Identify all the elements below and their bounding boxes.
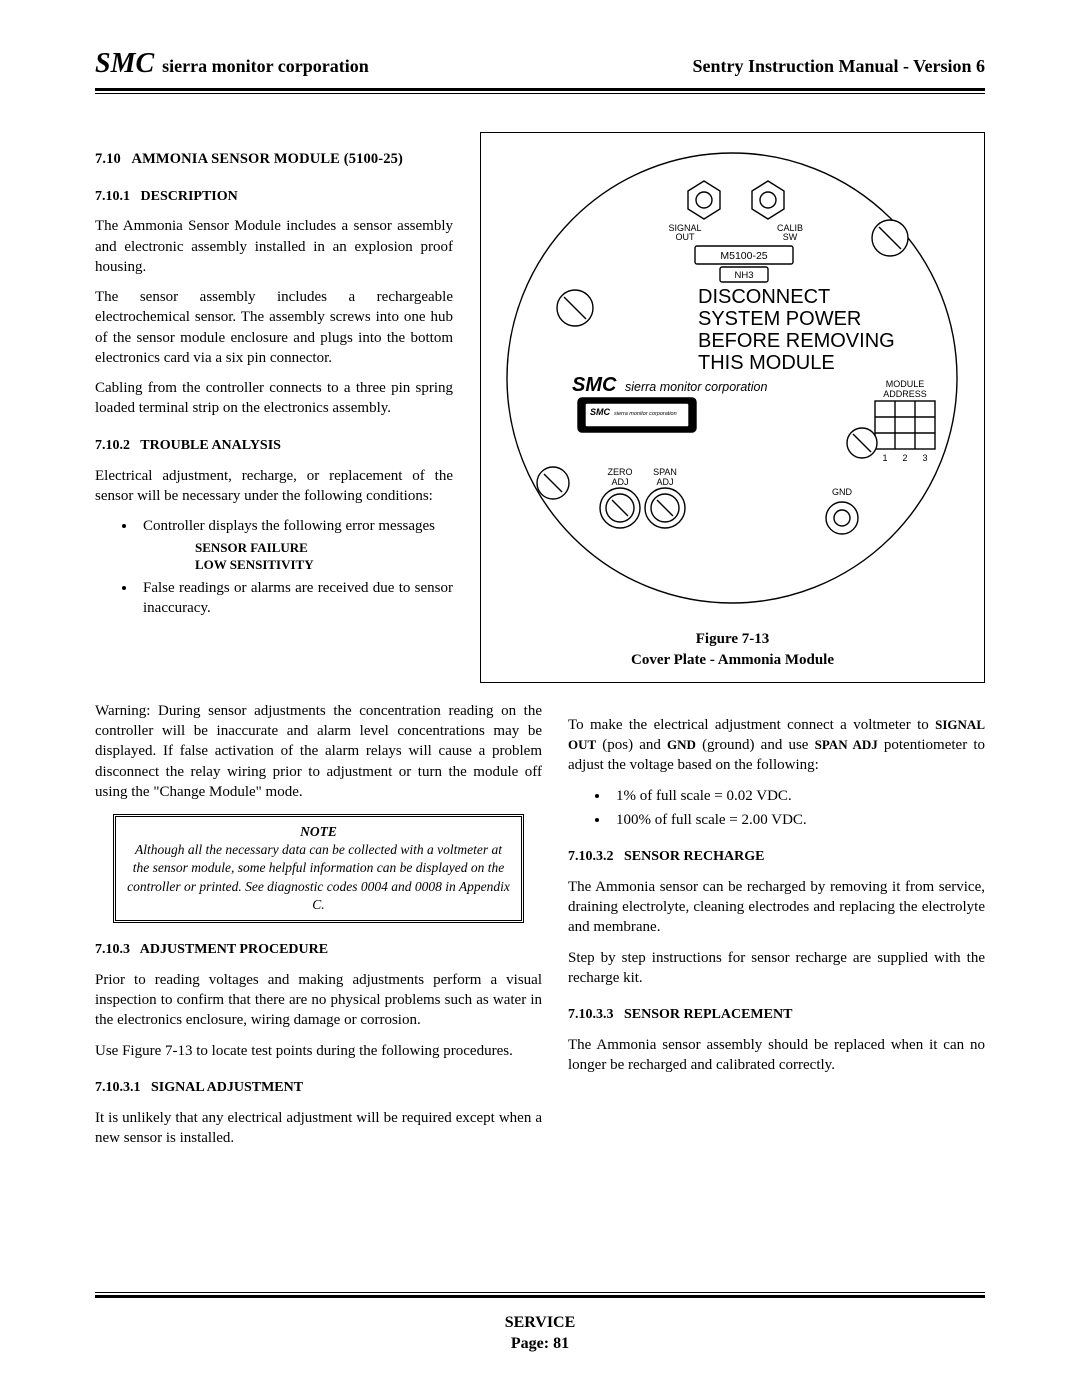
sub-title: ADJUSTMENT PROCEDURE xyxy=(140,942,328,957)
sub-num: 7.10.3.1 xyxy=(95,1080,141,1095)
section-number: 7.10 xyxy=(95,151,121,167)
page-content: 7.10 AMMONIA SENSOR MODULE (5100-25) 7.1… xyxy=(95,132,985,1158)
recharge-para-1: The Ammonia sensor can be recharged by r… xyxy=(568,877,985,938)
label-zero-adj: ZERO xyxy=(607,467,632,477)
sub-num: 7.10.2 xyxy=(95,438,130,453)
label-gnd: GND xyxy=(832,487,853,497)
svg-text:1: 1 xyxy=(882,453,887,463)
recharge-para-2: Step by step instructions for sensor rec… xyxy=(568,948,985,989)
adj-intro-1: Prior to reading voltages and making adj… xyxy=(95,970,542,1031)
svg-text:3: 3 xyxy=(922,453,927,463)
description-para-2: The sensor assembly includes a rechargea… xyxy=(95,287,453,368)
error-msg-1: SENSOR FAILURE xyxy=(195,540,453,557)
figure-caption-line-2: Cover Plate - Ammonia Module xyxy=(489,650,976,670)
svg-text:SMC: SMC xyxy=(590,407,611,417)
label-gnd-text: GND xyxy=(667,737,696,752)
label-module-address: MODULE xyxy=(886,379,925,389)
figure-box: SIGNAL OUT CALIB SW M5100-25 NH3 DISCONN… xyxy=(480,132,985,683)
svg-text:sierra monitor corporation: sierra monitor corporation xyxy=(614,411,677,417)
sub-title: SIGNAL ADJUSTMENT xyxy=(151,1080,303,1095)
description-para-1: The Ammonia Sensor Module includes a sen… xyxy=(95,216,453,277)
subsection-trouble-heading: 7.10.2 TROUBLE ANALYSIS xyxy=(95,437,453,456)
label-gas: NH3 xyxy=(734,270,753,281)
header-left: SMC sierra monitor corporation xyxy=(95,48,369,80)
list-item: 100% of full scale = 2.00 VDC. xyxy=(610,810,985,830)
sub-title: TROUBLE ANALYSIS xyxy=(140,438,281,453)
smc-logo: SMC xyxy=(95,48,154,80)
footer-page: Page: 81 xyxy=(95,1333,985,1355)
sub-title: SENSOR RECHARGE xyxy=(624,849,764,864)
label-span-adj-text: SPAN ADJ xyxy=(815,737,878,752)
error-msg-2: LOW SENSITIVITY xyxy=(195,557,453,574)
sub-title: SENSOR REPLACEMENT xyxy=(624,1007,792,1022)
svg-text:SW: SW xyxy=(783,232,798,242)
section-heading: 7.10 AMMONIA SENSOR MODULE (5100-25) xyxy=(95,150,453,170)
left-column-wide: Warning: During sensor adjustments the c… xyxy=(95,691,542,1159)
warning-line-1: DISCONNECT xyxy=(698,286,830,308)
adj-intro-2: Use Figure 7-13 to locate test points du… xyxy=(95,1041,542,1061)
subsection-recharge-heading: 7.10.3.2 SENSOR RECHARGE xyxy=(568,848,985,867)
address-grid xyxy=(875,401,935,449)
label-model: M5100-25 xyxy=(720,250,767,262)
subsection-adjustment-heading: 7.10.3 ADJUSTMENT PROCEDURE xyxy=(95,941,542,960)
figure-column: SIGNAL OUT CALIB SW M5100-25 NH3 DISCONN… xyxy=(480,132,985,683)
cover-plate-diagram: SIGNAL OUT CALIB SW M5100-25 NH3 DISCONN… xyxy=(490,143,975,613)
label-span-adj: SPAN xyxy=(653,467,677,477)
note-box: NOTE Although all the necessary data can… xyxy=(113,814,524,923)
sub-title: DESCRIPTION xyxy=(141,189,238,204)
svg-text:OUT: OUT xyxy=(676,232,696,242)
header-rule-thick xyxy=(95,88,985,91)
bullet-error-msg: Controller displays the following error … xyxy=(143,518,435,534)
list-item: 1% of full scale = 0.02 VDC. xyxy=(610,786,985,806)
sub-num: 7.10.3 xyxy=(95,942,130,957)
svg-text:ADJ: ADJ xyxy=(611,477,628,487)
page-header: SMC sierra monitor corporation Sentry In… xyxy=(95,48,985,86)
figure-caption: Figure 7-13 Cover Plate - Ammonia Module xyxy=(489,629,976,670)
doc-title: Sentry Instruction Manual - Version 6 xyxy=(692,56,985,77)
note-body: Although all the necessary data can be c… xyxy=(126,841,511,914)
subsection-description-heading: 7.10.1 DESCRIPTION xyxy=(95,188,453,207)
company-diagram: sierra monitor corporation xyxy=(625,380,767,394)
note-title: NOTE xyxy=(126,823,511,841)
replacement-para: The Ammonia sensor assembly should be re… xyxy=(568,1035,985,1076)
section-title: AMMONIA SENSOR MODULE (5100-25) xyxy=(131,151,403,167)
warning-line-2: SYSTEM POWER xyxy=(698,308,861,330)
figure-caption-line-1: Figure 7-13 xyxy=(489,629,976,649)
svg-text:ADJ: ADJ xyxy=(656,477,673,487)
header-rule-thin xyxy=(95,93,985,94)
scale-list: 1% of full scale = 0.02 VDC. 100% of ful… xyxy=(610,786,985,831)
subsection-replacement-heading: 7.10.3.3 SENSOR REPLACEMENT xyxy=(568,1006,985,1025)
smc-logo-diagram: SMC xyxy=(572,374,617,396)
warning-line-4: THIS MODULE xyxy=(698,352,835,374)
sub-num: 7.10.3.2 xyxy=(568,849,614,864)
electrical-adj-para: To make the electrical adjustment connec… xyxy=(568,715,985,776)
company-name: sierra monitor corporation xyxy=(162,56,369,77)
list-item: Controller displays the following error … xyxy=(137,516,453,574)
subsection-signal-adj-heading: 7.10.3.1 SIGNAL ADJUSTMENT xyxy=(95,1079,542,1098)
sub-num: 7.10.1 xyxy=(95,189,130,204)
trouble-intro: Electrical adjustment, recharge, or repl… xyxy=(95,466,453,507)
warning-line-3: BEFORE REMOVING xyxy=(698,330,895,352)
right-column-wide: To make the electrical adjustment connec… xyxy=(568,705,985,1086)
sub-num: 7.10.3.3 xyxy=(568,1007,614,1022)
trouble-list: Controller displays the following error … xyxy=(137,516,453,619)
footer-rule-thick xyxy=(95,1295,985,1298)
description-para-3: Cabling from the controller connects to … xyxy=(95,378,453,419)
left-column-narrow: 7.10 AMMONIA SENSOR MODULE (5100-25) 7.1… xyxy=(95,132,453,627)
list-item: False readings or alarms are received du… xyxy=(137,578,453,619)
footer-rule-thin xyxy=(95,1292,985,1293)
svg-text:2: 2 xyxy=(902,453,907,463)
signal-adj-para: It is unlikely that any electrical adjus… xyxy=(95,1108,542,1149)
warning-para: Warning: During sensor adjustments the c… xyxy=(95,701,542,802)
page-footer: SERVICE Page: 81 xyxy=(95,1290,985,1355)
svg-text:ADDRESS: ADDRESS xyxy=(883,389,927,399)
footer-service: SERVICE xyxy=(95,1312,985,1334)
